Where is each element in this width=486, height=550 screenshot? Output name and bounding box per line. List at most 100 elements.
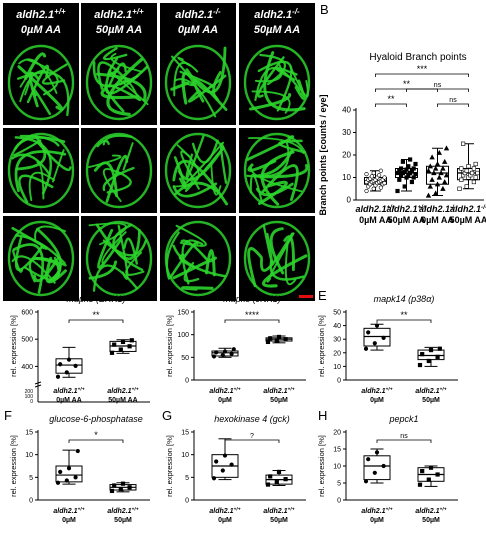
data-point bbox=[404, 167, 409, 172]
vessel bbox=[170, 55, 195, 87]
box-1 bbox=[55, 448, 83, 485]
vessel bbox=[34, 225, 66, 241]
category-2-gene: aldh2.1 bbox=[415, 388, 439, 395]
data-point bbox=[431, 170, 437, 176]
vessel bbox=[247, 247, 263, 288]
data-point bbox=[471, 166, 477, 171]
vessel bbox=[269, 259, 305, 281]
box-2 bbox=[265, 334, 293, 345]
column-gene-4: aldh2.1 bbox=[254, 9, 292, 21]
column-treatment-4: 50µM AA bbox=[254, 24, 300, 36]
vessel bbox=[18, 174, 54, 204]
data-point bbox=[120, 481, 126, 486]
data-point bbox=[471, 179, 477, 185]
data-point bbox=[428, 347, 434, 353]
data-point bbox=[459, 177, 464, 182]
vessel bbox=[169, 241, 199, 279]
column-genotype-3: aldh2.1-/- bbox=[175, 7, 221, 21]
data-point bbox=[211, 476, 217, 481]
category-2-treatment: 50µM bbox=[270, 397, 288, 404]
vessel bbox=[95, 223, 141, 261]
y-tick-label: 100 bbox=[177, 332, 189, 339]
vessel bbox=[262, 224, 274, 266]
significance-bracket bbox=[437, 103, 469, 107]
category-2-gene: aldh2.1 bbox=[263, 388, 287, 395]
category-1-genotype: aldh2.1+/+ bbox=[209, 507, 240, 515]
data-point bbox=[283, 477, 288, 482]
category-1-gene: aldh2.1 bbox=[355, 204, 386, 214]
vessel bbox=[177, 146, 225, 182]
category-2-treatment: 50µM bbox=[270, 517, 288, 524]
chart-title: mapk8 (JNK1) bbox=[223, 294, 281, 304]
y-tick-label: 40 bbox=[333, 323, 341, 330]
y-tick-label: 0 bbox=[185, 498, 189, 505]
vessel bbox=[123, 237, 139, 265]
box-2 bbox=[417, 465, 445, 487]
y-tick-label-low: 0 bbox=[30, 399, 33, 405]
category-1-allele: +/+ bbox=[78, 387, 85, 393]
significance-label: ** bbox=[403, 79, 411, 89]
category-4-treatment: 50µM AA bbox=[450, 215, 486, 225]
data-point bbox=[475, 170, 480, 176]
data-point bbox=[426, 358, 431, 364]
chart-e: mapk14 (p38α) 0 10 20 30 40 50 rel. expression … bbox=[317, 294, 458, 404]
vessel bbox=[263, 51, 306, 112]
category-2-allele: +/+ bbox=[288, 507, 295, 513]
column-allele-4: -/- bbox=[292, 7, 300, 16]
data-point bbox=[109, 350, 115, 355]
data-point bbox=[120, 339, 126, 345]
category-1-allele: +/+ bbox=[78, 507, 85, 513]
category-2-treatment: 50µM AA bbox=[108, 397, 137, 404]
data-point bbox=[381, 463, 386, 469]
significance-label: * bbox=[94, 430, 98, 440]
data-point bbox=[427, 183, 434, 189]
vessel bbox=[103, 47, 128, 61]
data-point bbox=[459, 166, 464, 171]
data-point bbox=[73, 475, 78, 480]
data-point bbox=[55, 480, 61, 485]
vessel bbox=[14, 150, 67, 193]
data-point bbox=[417, 362, 423, 368]
significance-bracket bbox=[376, 319, 432, 323]
data-point bbox=[118, 347, 123, 352]
data-point bbox=[469, 170, 475, 176]
category-3-gene: aldh2.1 bbox=[419, 204, 450, 214]
significance-label: ns bbox=[400, 433, 408, 440]
column-genotype-1: aldh2.1+/+ bbox=[16, 7, 66, 21]
vessel bbox=[102, 239, 148, 257]
category-4-gene: aldh2.1 bbox=[450, 204, 481, 214]
significance-label: ** bbox=[387, 94, 395, 104]
category-1-genotype: aldh2.1+/+ bbox=[361, 387, 392, 395]
category-2-treatment: 50µM bbox=[422, 517, 440, 524]
data-point bbox=[229, 462, 234, 467]
data-point bbox=[268, 336, 273, 341]
vessel bbox=[42, 63, 68, 85]
vessel bbox=[92, 264, 139, 292]
y-axis-label: rel. expression [%] bbox=[9, 315, 18, 377]
category-2-genotype: aldh2.1+/+ bbox=[415, 387, 446, 395]
chart-g: hexokinase 4 (gck) 0 5 10 15 rel. expression … bbox=[165, 414, 306, 524]
data-point bbox=[429, 154, 435, 160]
column-allele-3: -/- bbox=[213, 7, 221, 16]
vessel bbox=[107, 57, 120, 77]
vessel-ring bbox=[243, 44, 311, 121]
y-tick-label: 0 bbox=[337, 378, 341, 385]
data-point bbox=[441, 158, 448, 164]
y-tick-label: 400 bbox=[21, 364, 33, 371]
category-1-allele: +/+ bbox=[234, 507, 241, 513]
category-2-gene: aldh2.1 bbox=[263, 508, 287, 515]
data-point bbox=[425, 167, 432, 173]
axis-break bbox=[34, 384, 42, 388]
category-4-allele: -/- bbox=[481, 204, 486, 211]
data-point bbox=[274, 338, 279, 343]
data-point bbox=[420, 352, 425, 357]
category-2-treatment: 50µM bbox=[114, 517, 132, 524]
data-point bbox=[435, 354, 440, 359]
y-tick-label: 5 bbox=[185, 475, 189, 482]
significance-label: ? bbox=[250, 433, 254, 440]
data-point bbox=[426, 477, 431, 482]
vessel bbox=[88, 222, 127, 246]
vessel-ring bbox=[7, 220, 75, 297]
data-point bbox=[425, 192, 432, 198]
y-tick-label: 10 bbox=[181, 452, 189, 459]
